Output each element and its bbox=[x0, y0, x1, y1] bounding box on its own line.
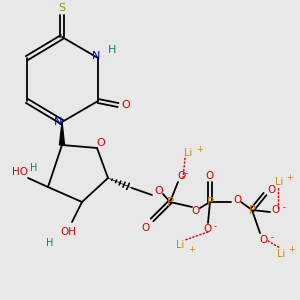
Text: P: P bbox=[167, 196, 173, 208]
Text: Li: Li bbox=[176, 240, 184, 250]
Text: +: + bbox=[289, 245, 296, 254]
Text: HO: HO bbox=[12, 167, 28, 177]
Text: O: O bbox=[97, 138, 105, 148]
Text: O: O bbox=[154, 186, 164, 196]
Text: P: P bbox=[248, 203, 256, 217]
Text: O: O bbox=[260, 235, 268, 245]
Text: O: O bbox=[122, 100, 130, 110]
Text: O: O bbox=[206, 171, 214, 181]
Text: +: + bbox=[196, 145, 203, 154]
Text: -: - bbox=[283, 203, 286, 212]
Text: O: O bbox=[192, 206, 200, 216]
Text: Li: Li bbox=[275, 177, 283, 187]
Text: O: O bbox=[203, 224, 211, 234]
Text: N: N bbox=[92, 51, 100, 61]
Text: +: + bbox=[189, 244, 195, 253]
Text: -: - bbox=[271, 233, 274, 242]
Text: N: N bbox=[54, 117, 62, 127]
Polygon shape bbox=[59, 122, 64, 145]
Text: O: O bbox=[233, 195, 241, 205]
Text: Li: Li bbox=[184, 148, 192, 158]
Text: H: H bbox=[108, 45, 116, 55]
Text: O: O bbox=[177, 171, 185, 181]
Text: P: P bbox=[206, 196, 214, 208]
Text: OH: OH bbox=[60, 227, 76, 237]
Text: -: - bbox=[184, 169, 188, 178]
Text: +: + bbox=[286, 173, 293, 182]
Text: O: O bbox=[272, 205, 280, 215]
Text: S: S bbox=[58, 3, 66, 13]
Text: O: O bbox=[267, 185, 275, 195]
Text: Li: Li bbox=[277, 249, 285, 259]
Text: -: - bbox=[214, 223, 217, 232]
Text: H: H bbox=[46, 238, 54, 248]
Text: H: H bbox=[30, 163, 38, 173]
Text: O: O bbox=[141, 223, 149, 233]
